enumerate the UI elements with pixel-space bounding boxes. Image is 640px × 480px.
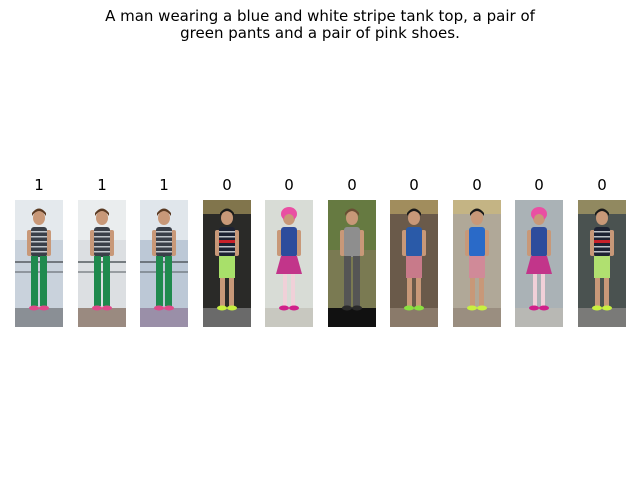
match-label: 1 (97, 176, 107, 194)
person-thumbnail (140, 200, 188, 327)
match-label: 0 (284, 176, 294, 194)
person-thumbnail (203, 200, 251, 327)
person-thumbnail (390, 200, 438, 327)
person-thumbnail (453, 200, 501, 327)
caption-line-2: green pants and a pair of pink shoes. (180, 24, 460, 42)
match-label: 0 (347, 176, 357, 194)
match-label: 1 (159, 176, 169, 194)
person-thumbnail (578, 200, 626, 327)
person-thumbnail (265, 200, 313, 327)
match-label: 0 (597, 176, 607, 194)
match-label: 0 (222, 176, 232, 194)
caption-line-1: A man wearing a blue and white stripe ta… (105, 7, 535, 25)
match-label: 0 (409, 176, 419, 194)
person-thumbnail (15, 200, 63, 327)
figure-caption: A man wearing a blue and white stripe ta… (0, 8, 640, 42)
person-thumbnail (515, 200, 563, 327)
match-label: 0 (534, 176, 544, 194)
match-label: 0 (472, 176, 482, 194)
person-thumbnail (328, 200, 376, 327)
match-label: 1 (34, 176, 44, 194)
person-thumbnail (78, 200, 126, 327)
